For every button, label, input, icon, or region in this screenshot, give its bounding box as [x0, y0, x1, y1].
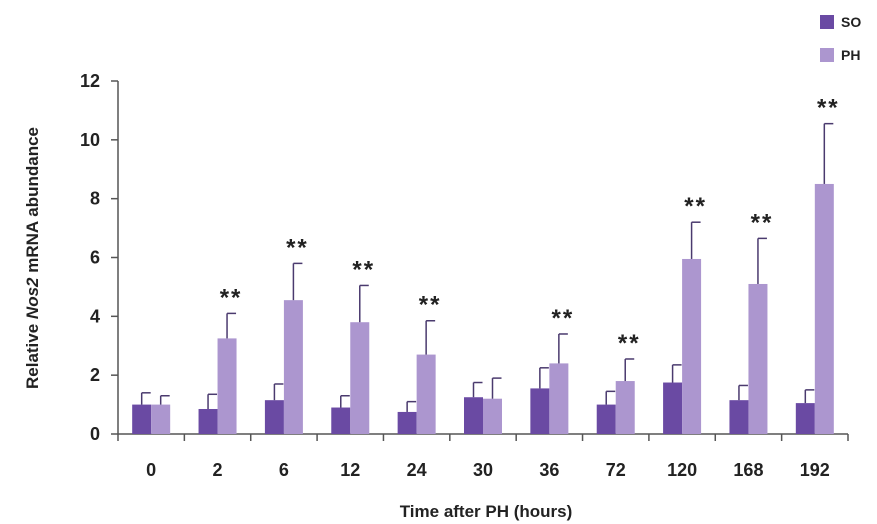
y-tick-label: 0 — [90, 424, 100, 444]
x-tick-label-36: 36 — [539, 460, 559, 480]
bar-so-2 — [198, 408, 218, 434]
x-tick-label-12: 12 — [340, 460, 360, 480]
x-tick-label-168: 168 — [733, 460, 763, 480]
x-axis-title: Time after PH (hours) — [400, 502, 573, 521]
y-axis-title-prefix: Relative — [23, 319, 42, 389]
significance-marker-36: ** — [552, 305, 575, 332]
x-tick-label-72: 72 — [606, 460, 626, 480]
bar-so-0 — [132, 404, 152, 434]
y-tick-label: 6 — [90, 248, 100, 268]
bar-ph-12 — [350, 322, 370, 434]
bar-so-192 — [795, 403, 815, 434]
bar-so-24 — [397, 411, 417, 434]
x-tick-label-0: 0 — [146, 460, 156, 480]
bar-ph-24 — [416, 354, 436, 434]
bars-layer — [132, 183, 834, 434]
significance-marker-24: ** — [419, 292, 442, 319]
y-tick-label: 2 — [90, 365, 100, 385]
bar-so-168 — [729, 400, 749, 434]
significance-marker-192: ** — [817, 95, 840, 122]
significance-marker-72: ** — [618, 330, 641, 357]
x-tick-label-30: 30 — [473, 460, 493, 480]
x-tick-label-120: 120 — [667, 460, 697, 480]
bar-ph-0 — [151, 404, 171, 434]
axes-layer — [111, 80, 849, 441]
bar-ph-6 — [283, 300, 303, 434]
y-axis-title-suffix: mRNA abundance — [23, 127, 42, 278]
bar-ph-192 — [814, 183, 834, 434]
y-tick-label: 8 — [90, 189, 100, 209]
bar-so-36 — [530, 388, 550, 434]
bar-so-12 — [331, 407, 351, 434]
y-tick-label: 12 — [80, 71, 100, 91]
significance-marker-120: ** — [684, 193, 707, 220]
bar-ph-72 — [615, 381, 635, 434]
significance-marker-168: ** — [751, 209, 774, 236]
y-axis-title-gene: Nos2 — [23, 277, 42, 319]
bar-ph-168 — [748, 283, 768, 434]
legend-swatch-so — [820, 15, 834, 29]
y-axis-title: Relative Nos2 mRNA abundance — [23, 127, 42, 389]
bar-so-30 — [464, 397, 483, 434]
y-tick-label: 10 — [80, 130, 100, 150]
bar-ph-30 — [483, 398, 502, 434]
legend-swatch-ph — [820, 48, 834, 62]
legend: SO PH — [820, 14, 861, 63]
bar-ph-120 — [682, 258, 702, 434]
y-tick-label: 4 — [90, 306, 100, 326]
significance-marker-2: ** — [220, 284, 243, 311]
bar-so-72 — [596, 404, 616, 434]
x-tick-label-2: 2 — [213, 460, 223, 480]
bar-ph-2 — [217, 338, 237, 434]
x-tick-label-6: 6 — [279, 460, 289, 480]
x-tick-label-24: 24 — [407, 460, 427, 480]
bar-so-6 — [264, 400, 284, 434]
x-tick-label-192: 192 — [800, 460, 830, 480]
legend-label-so: SO — [841, 14, 861, 30]
significance-layer: ** ** ** ** ** ** ** ** ** — [220, 95, 840, 357]
error-bars-layer — [140, 122, 834, 412]
bar-so-120 — [663, 382, 683, 434]
significance-marker-12: ** — [352, 256, 375, 283]
significance-marker-6: ** — [286, 234, 309, 261]
bar-ph-36 — [549, 363, 569, 434]
legend-label-ph: PH — [841, 47, 860, 63]
